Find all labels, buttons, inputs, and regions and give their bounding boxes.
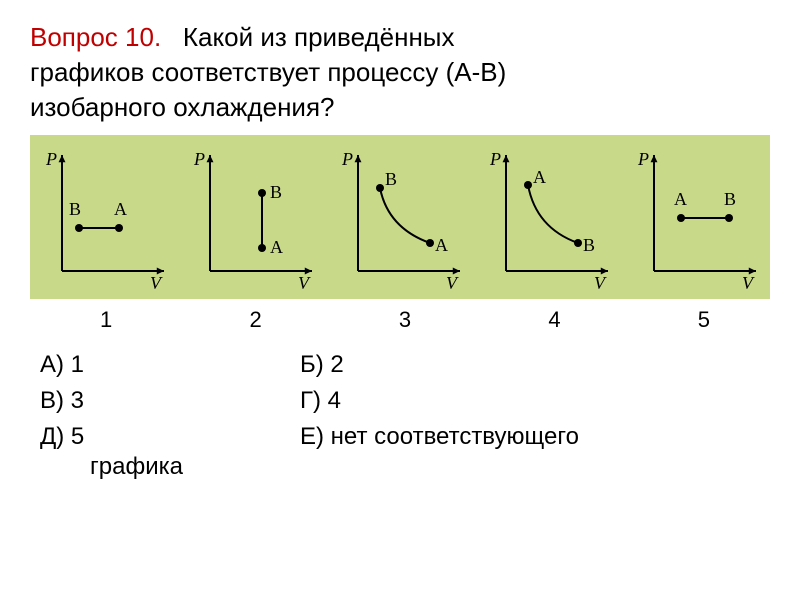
svg-text:В: В [385,169,397,189]
svg-text:А: А [270,237,283,257]
diagram-number-5: 5 [698,307,710,333]
svg-text:V: V [742,273,755,293]
svg-text:V: V [298,273,311,293]
svg-text:В: В [583,235,595,255]
diagram-number-1: 1 [100,307,112,333]
answer-v: В) 3 [40,383,300,419]
question-line-1: Какой из приведённых [183,22,455,52]
pv-diagram-3: P VА В [330,143,470,293]
svg-text:P: P [489,149,501,169]
svg-text:А: А [533,167,546,187]
diagram-numbers-row: 1 2 3 4 5 [30,307,770,333]
svg-text:А: А [435,235,448,255]
svg-text:В: В [270,182,282,202]
svg-text:А: А [114,199,127,219]
svg-text:P: P [193,149,205,169]
question-line-2: графиков соответствует процессу (А-В) [30,57,506,87]
pv-diagram-4: P V А В [478,143,618,293]
svg-text:V: V [446,273,459,293]
pv-diagram-2: P VА В [182,143,322,293]
answer-g: Г) 4 [300,383,560,419]
svg-text:P: P [637,149,649,169]
svg-text:V: V [150,273,163,293]
answer-a: А) 1 [40,347,300,383]
svg-text:V: V [594,273,607,293]
svg-text:P: P [45,149,57,169]
svg-text:P: P [341,149,353,169]
answer-options: А) 1 Б) 2 В) 3 Г) 4 Д) 5 Е) нет соответс… [30,347,770,485]
diagram-number-3: 3 [399,307,411,333]
answer-e: Е) нет соответствующего [300,419,579,455]
pv-diagram-5: P V А В [626,143,766,293]
answer-b: Б) 2 [300,347,560,383]
diagram-number-4: 4 [548,307,560,333]
diagram-strip: PVАВPVАВPVАВPVАВPVАВ [30,135,770,299]
svg-text:В: В [724,189,736,209]
question-text: Вопрос 10. Какой из приведённых графиков… [30,20,770,125]
pv-diagram-1: P V А В [34,143,174,293]
diagram-number-2: 2 [249,307,261,333]
svg-text:В: В [69,199,81,219]
svg-text:А: А [674,189,687,209]
question-number: Вопрос 10. [30,22,161,52]
question-line-3: изобарного охлаждения? [30,92,334,122]
